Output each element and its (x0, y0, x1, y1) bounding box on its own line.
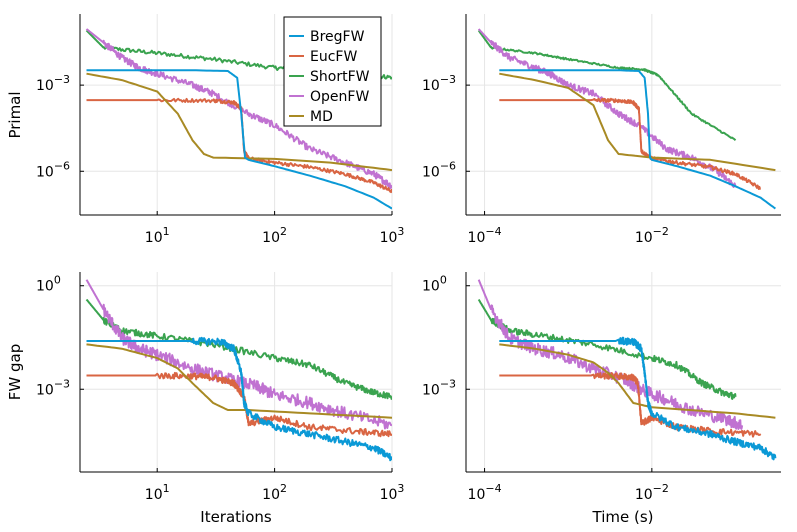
series-line-bregfw (499, 336, 777, 461)
x-tick-exponent: 3 (397, 482, 404, 495)
x-tick-exponent: −4 (485, 482, 501, 495)
x-tick-exponent: −4 (485, 225, 501, 238)
series-group (85, 279, 392, 462)
series-line-openfw (477, 279, 744, 430)
legend: BregFW EucFW ShortFW OpenFW MD (283, 16, 382, 127)
y-tick-exponent: −6 (440, 159, 456, 172)
y-tick-exponent: 0 (440, 274, 447, 287)
series-line-openfw (477, 28, 737, 188)
x-tick-exponent: 2 (280, 225, 287, 238)
legend-label-eucfw: EucFW (310, 49, 357, 65)
y-tick-exponent: −3 (54, 73, 70, 86)
ylabel-bottom-left: FW gap (6, 344, 24, 400)
y-tick-exponent: −6 (54, 159, 70, 172)
series-line-md (86, 72, 392, 172)
legend-label-bregfw: BregFW (310, 29, 365, 45)
xlabel-bottom-right: Time (s) (592, 508, 654, 526)
series-line-openfw (85, 279, 392, 430)
series-group (477, 279, 777, 461)
y-tick-exponent: 0 (54, 274, 61, 287)
series-line-eucfw (86, 97, 392, 194)
series-line-bregfw (86, 336, 392, 462)
x-tick-exponent: −2 (653, 225, 669, 238)
series-line-eucfw (499, 97, 761, 190)
y-tick-exponent: −3 (440, 73, 456, 86)
series-group (477, 28, 776, 210)
series-line-bregfw (499, 69, 776, 210)
ylabel-top-left: Primal (6, 91, 24, 138)
x-tick-exponent: 1 (163, 225, 170, 238)
series-line-bregfw (86, 69, 392, 210)
legend-label-shortfw: ShortFW (310, 69, 370, 85)
legend-label-md: MD (310, 109, 333, 125)
x-tick-exponent: 3 (397, 225, 404, 238)
xlabel-bottom-left: Iterations (200, 508, 272, 526)
x-tick-exponent: 1 (163, 482, 170, 495)
legend-label-openfw: OpenFW (310, 89, 369, 105)
x-tick-exponent: −2 (653, 482, 669, 495)
series-line-md (499, 72, 776, 172)
y-tick-exponent: −3 (54, 377, 70, 390)
series-line-md (499, 343, 776, 419)
series-line-shortfw (477, 29, 737, 142)
x-tick-exponent: 2 (280, 482, 287, 495)
y-tick-exponent: −3 (440, 377, 456, 390)
series-line-md (86, 343, 392, 419)
